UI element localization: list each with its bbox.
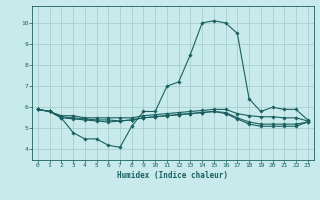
X-axis label: Humidex (Indice chaleur): Humidex (Indice chaleur) (117, 171, 228, 180)
